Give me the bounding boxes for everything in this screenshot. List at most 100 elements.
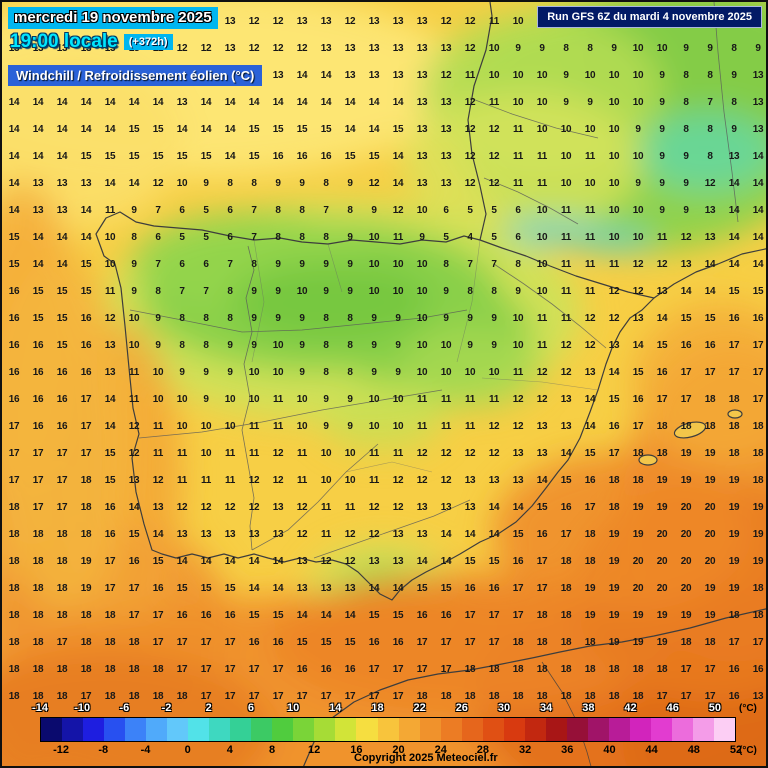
- scale-segment: [608, 718, 630, 741]
- scale-label-top: 18: [371, 702, 384, 714]
- scale-label-top: 34: [540, 702, 553, 714]
- scale-segment: [104, 718, 126, 741]
- local-time-label: 19:00 locale: [10, 31, 118, 52]
- loire-river: [469, 97, 599, 139]
- scale-segment: [230, 718, 252, 741]
- iberia-coastline: [95, 211, 655, 601]
- date-banner: mercredi 19 novembre 2025: [8, 7, 218, 29]
- scale-segment: [356, 718, 378, 741]
- scale-labels-bottom: -12 -8 -4 0 4 8 12 16 20 24 28 32 36 40 44 48 52: [40, 744, 742, 757]
- scale-label-bottom: 44: [645, 744, 658, 756]
- scale-segment: [188, 718, 210, 741]
- scale-bar: [40, 717, 736, 742]
- scale-segment: [482, 718, 504, 741]
- scale-segment: [314, 718, 336, 741]
- garonne-river: [483, 177, 579, 225]
- scale-label-bottom: 52: [729, 744, 743, 756]
- scale-label-bottom: 36: [561, 744, 574, 756]
- scale-segment: [524, 718, 546, 741]
- scale-segment: [335, 718, 357, 741]
- africa-coast: [303, 608, 766, 766]
- scale-segment: [272, 718, 294, 741]
- scale-label-bottom: 20: [392, 744, 405, 756]
- scale-segment: [62, 718, 84, 741]
- scale-label-bottom: 28: [476, 744, 490, 756]
- scale-segment: [503, 718, 525, 741]
- scale-segment: [440, 718, 462, 741]
- scale-label-top: 42: [624, 702, 637, 714]
- guadiana-river: [251, 443, 379, 551]
- scale-label-top: 50: [708, 702, 722, 714]
- france-atlantic-coast: [467, 2, 493, 241]
- scale-segment: [629, 718, 651, 741]
- scale-label-bottom: -8: [98, 744, 109, 756]
- menorca-island: [727, 409, 743, 419]
- scale-label-bottom: 4: [226, 744, 233, 756]
- scale-segment: [41, 718, 63, 741]
- scale-segment: [377, 718, 399, 741]
- scale-segment: [545, 718, 567, 741]
- scale-segment: [587, 718, 609, 741]
- scale-segment: [83, 718, 105, 741]
- scale-segment: [566, 718, 588, 741]
- scale-label-bottom: -12: [53, 744, 70, 756]
- scale-label-bottom: 8: [268, 744, 276, 756]
- rhone-river: [713, 2, 739, 223]
- scale-unit-bottom: (°C): [739, 745, 757, 756]
- scale-segment: [671, 718, 693, 741]
- guadalquivir-river: [313, 499, 471, 559]
- france-med-coast: [653, 248, 766, 299]
- regional-boundary-paths: [251, 239, 599, 473]
- scale-label-top: -2: [161, 702, 172, 714]
- scale-label-top: 30: [497, 702, 511, 714]
- scale-segment: [714, 718, 736, 741]
- scale-label-top: 10: [286, 702, 300, 714]
- scale-label-top: 2: [205, 702, 212, 714]
- scale-label-bottom: 0: [184, 744, 191, 756]
- scale-label-top: -10: [74, 702, 91, 714]
- scale-segment: [167, 718, 189, 741]
- coastline-paths: [95, 2, 766, 766]
- scale-segment: [398, 718, 420, 741]
- scale-label-top: 26: [455, 702, 468, 714]
- mallorca-island: [673, 421, 707, 439]
- scale-label-bottom: 48: [687, 744, 700, 756]
- scale-segment: [251, 718, 273, 741]
- scale-label-bottom: -4: [140, 744, 151, 756]
- scale-label-bottom: 12: [308, 744, 321, 756]
- scale-segment: [419, 718, 441, 741]
- scale-label-top: 6: [247, 702, 254, 714]
- scale-segment: [650, 718, 672, 741]
- douro-river: [129, 309, 468, 333]
- tagus-river: [138, 389, 443, 439]
- scale-segment: [209, 718, 231, 741]
- scale-label-top: -6: [119, 702, 130, 714]
- scale-segment: [146, 718, 168, 741]
- scale-label-top: 38: [582, 702, 595, 714]
- run-banner: Run GFS 6Z du mardi 4 novembre 2025: [537, 6, 762, 28]
- scale-segment: [293, 718, 315, 741]
- ibiza-island: [638, 454, 658, 466]
- variable-banner: Windchill / Refroidissement éolien (°C): [8, 65, 263, 86]
- border-and-river-paths: [129, 2, 739, 559]
- scale-label-top: 14: [329, 702, 342, 714]
- scale-label-bottom: 24: [434, 744, 447, 756]
- forecast-offset-badge: (+372h): [123, 34, 173, 50]
- scale-segment: [692, 718, 714, 741]
- copyright-label: Copyright 2025 Meteociel.fr: [354, 752, 498, 764]
- scale-label-top: 46: [666, 702, 679, 714]
- scale-label-bottom: 40: [603, 744, 616, 756]
- scale-labels-top: -14 -10 -6 -2 2 6 10 14 18 22 26 30 34 38 42 46 50: [32, 702, 736, 715]
- scale-label-top: -14: [32, 702, 48, 714]
- ebro-river: [493, 263, 607, 349]
- time-row: 19:00 locale (+372h): [10, 31, 173, 53]
- scale-unit-top: (°C): [739, 703, 757, 714]
- scale-segment: [461, 718, 483, 741]
- portugal-spain-border: [241, 245, 255, 551]
- scale-segment: [125, 718, 147, 741]
- scale-label-top: 22: [413, 702, 426, 714]
- scale-label-bottom: 16: [350, 744, 363, 756]
